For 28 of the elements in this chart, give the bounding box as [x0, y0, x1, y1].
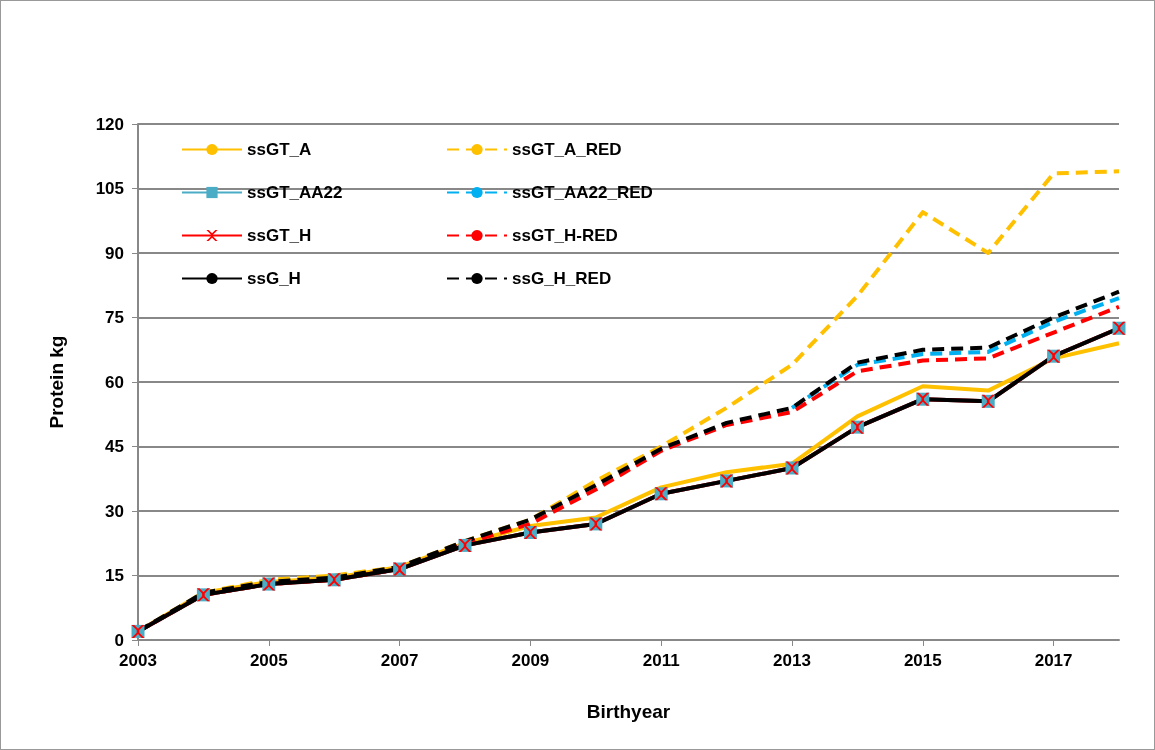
legend-label: ssG_H [247, 269, 301, 288]
x-tick-label: 2005 [249, 651, 288, 670]
legend-label: ssGT_A_RED [512, 140, 622, 159]
line-series [790, 296, 1121, 410]
x-tick-label: 2009 [511, 651, 550, 670]
legend-label: ssGT_H [247, 226, 312, 245]
y-tick-label: 105 [95, 179, 124, 198]
x-tick-label: 2003 [119, 651, 157, 670]
legend-label: ssGT_H-RED [512, 226, 618, 245]
legend-label: ssG_H_RED [512, 269, 612, 288]
y-tick-label: 0 [114, 630, 124, 650]
y-tick-label: 45 [105, 437, 124, 456]
y-tick-label: 90 [105, 243, 124, 263]
legend-label: ssGT_AA22 [247, 183, 343, 202]
x-tick-label: 2011 [642, 651, 680, 670]
y-axis-title: Protein kg [46, 335, 67, 429]
x-tick-label: 2017 [1034, 651, 1073, 670]
legend-label: ssGT_AA22_RED [512, 183, 653, 202]
y-tick-label: 75 [105, 308, 124, 327]
y-tick-label: 15 [105, 566, 124, 585]
x-axis-title: Birthyear [586, 701, 671, 722]
y-tick-label: 60 [105, 372, 124, 392]
x-tick-label: 2015 [903, 651, 942, 670]
x-tick-label: 2007 [380, 651, 419, 670]
x-tick-label: 2013 [773, 651, 811, 670]
y-tick-label: 120 [95, 114, 124, 134]
legend-label: ssGT_A [247, 140, 312, 159]
y-tick-label: 30 [105, 501, 124, 521]
